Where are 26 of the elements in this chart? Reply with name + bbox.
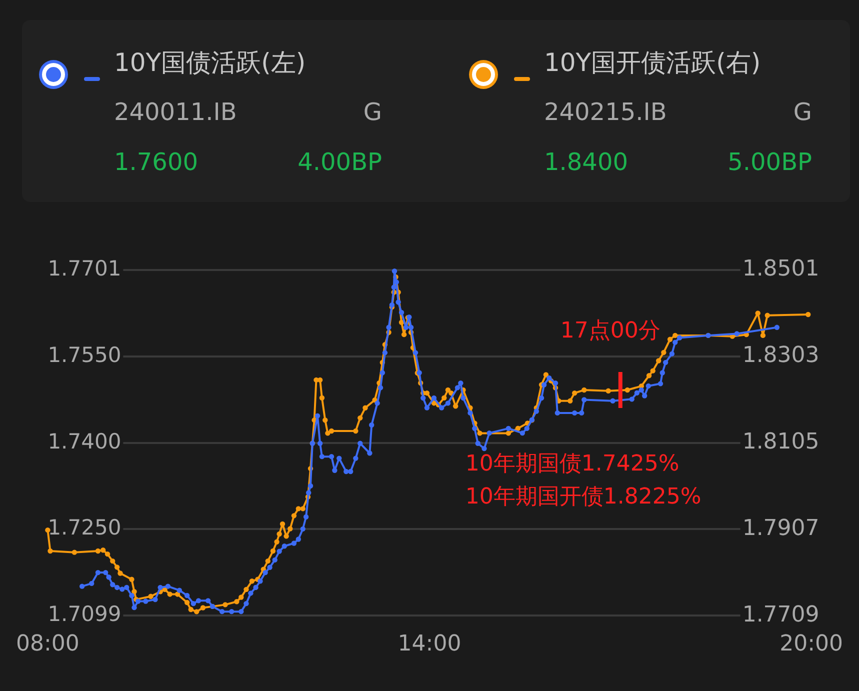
x-tick-label: 14:00: [398, 632, 462, 657]
y2-tick-label: 1.8303: [742, 343, 820, 368]
y2-tick-label: 1.8105: [742, 430, 820, 455]
text: 4.00BP: [298, 148, 382, 176]
text: G: [363, 98, 382, 126]
y-tick-label: 1.7550: [48, 343, 122, 368]
y-tick-label: 1.7400: [48, 429, 122, 454]
text: 1.7600: [114, 148, 198, 176]
x-tick-label: 20:00: [780, 632, 844, 657]
y2-tick-label: 1.7907: [742, 516, 820, 541]
y-tick-label: 1.7250: [48, 515, 122, 540]
y2-tick-label: 1.7709: [742, 602, 820, 628]
y-tick-label: 1.7099: [48, 602, 122, 626]
ref-line-label: 17点00分: [560, 318, 660, 344]
text: 5.00BP: [728, 148, 812, 176]
legend-label: 10Y国债活跃(左): [114, 47, 306, 79]
text: G: [793, 98, 812, 126]
legend-label: 10Y国开债活跃(右): [544, 47, 761, 79]
text: 240011.IB: [114, 98, 237, 126]
text: 1.8400: [544, 148, 628, 176]
y-tick-label: 1.7701: [48, 256, 122, 280]
annotation: 10年期国债1.7425%: [465, 452, 680, 477]
text: 240215.IB: [544, 98, 667, 126]
x-tick-label: 08:00: [16, 632, 80, 657]
y2-tick-label: 1.8501: [742, 256, 820, 282]
annotation: 10年期国开债1.8225%: [465, 484, 702, 510]
